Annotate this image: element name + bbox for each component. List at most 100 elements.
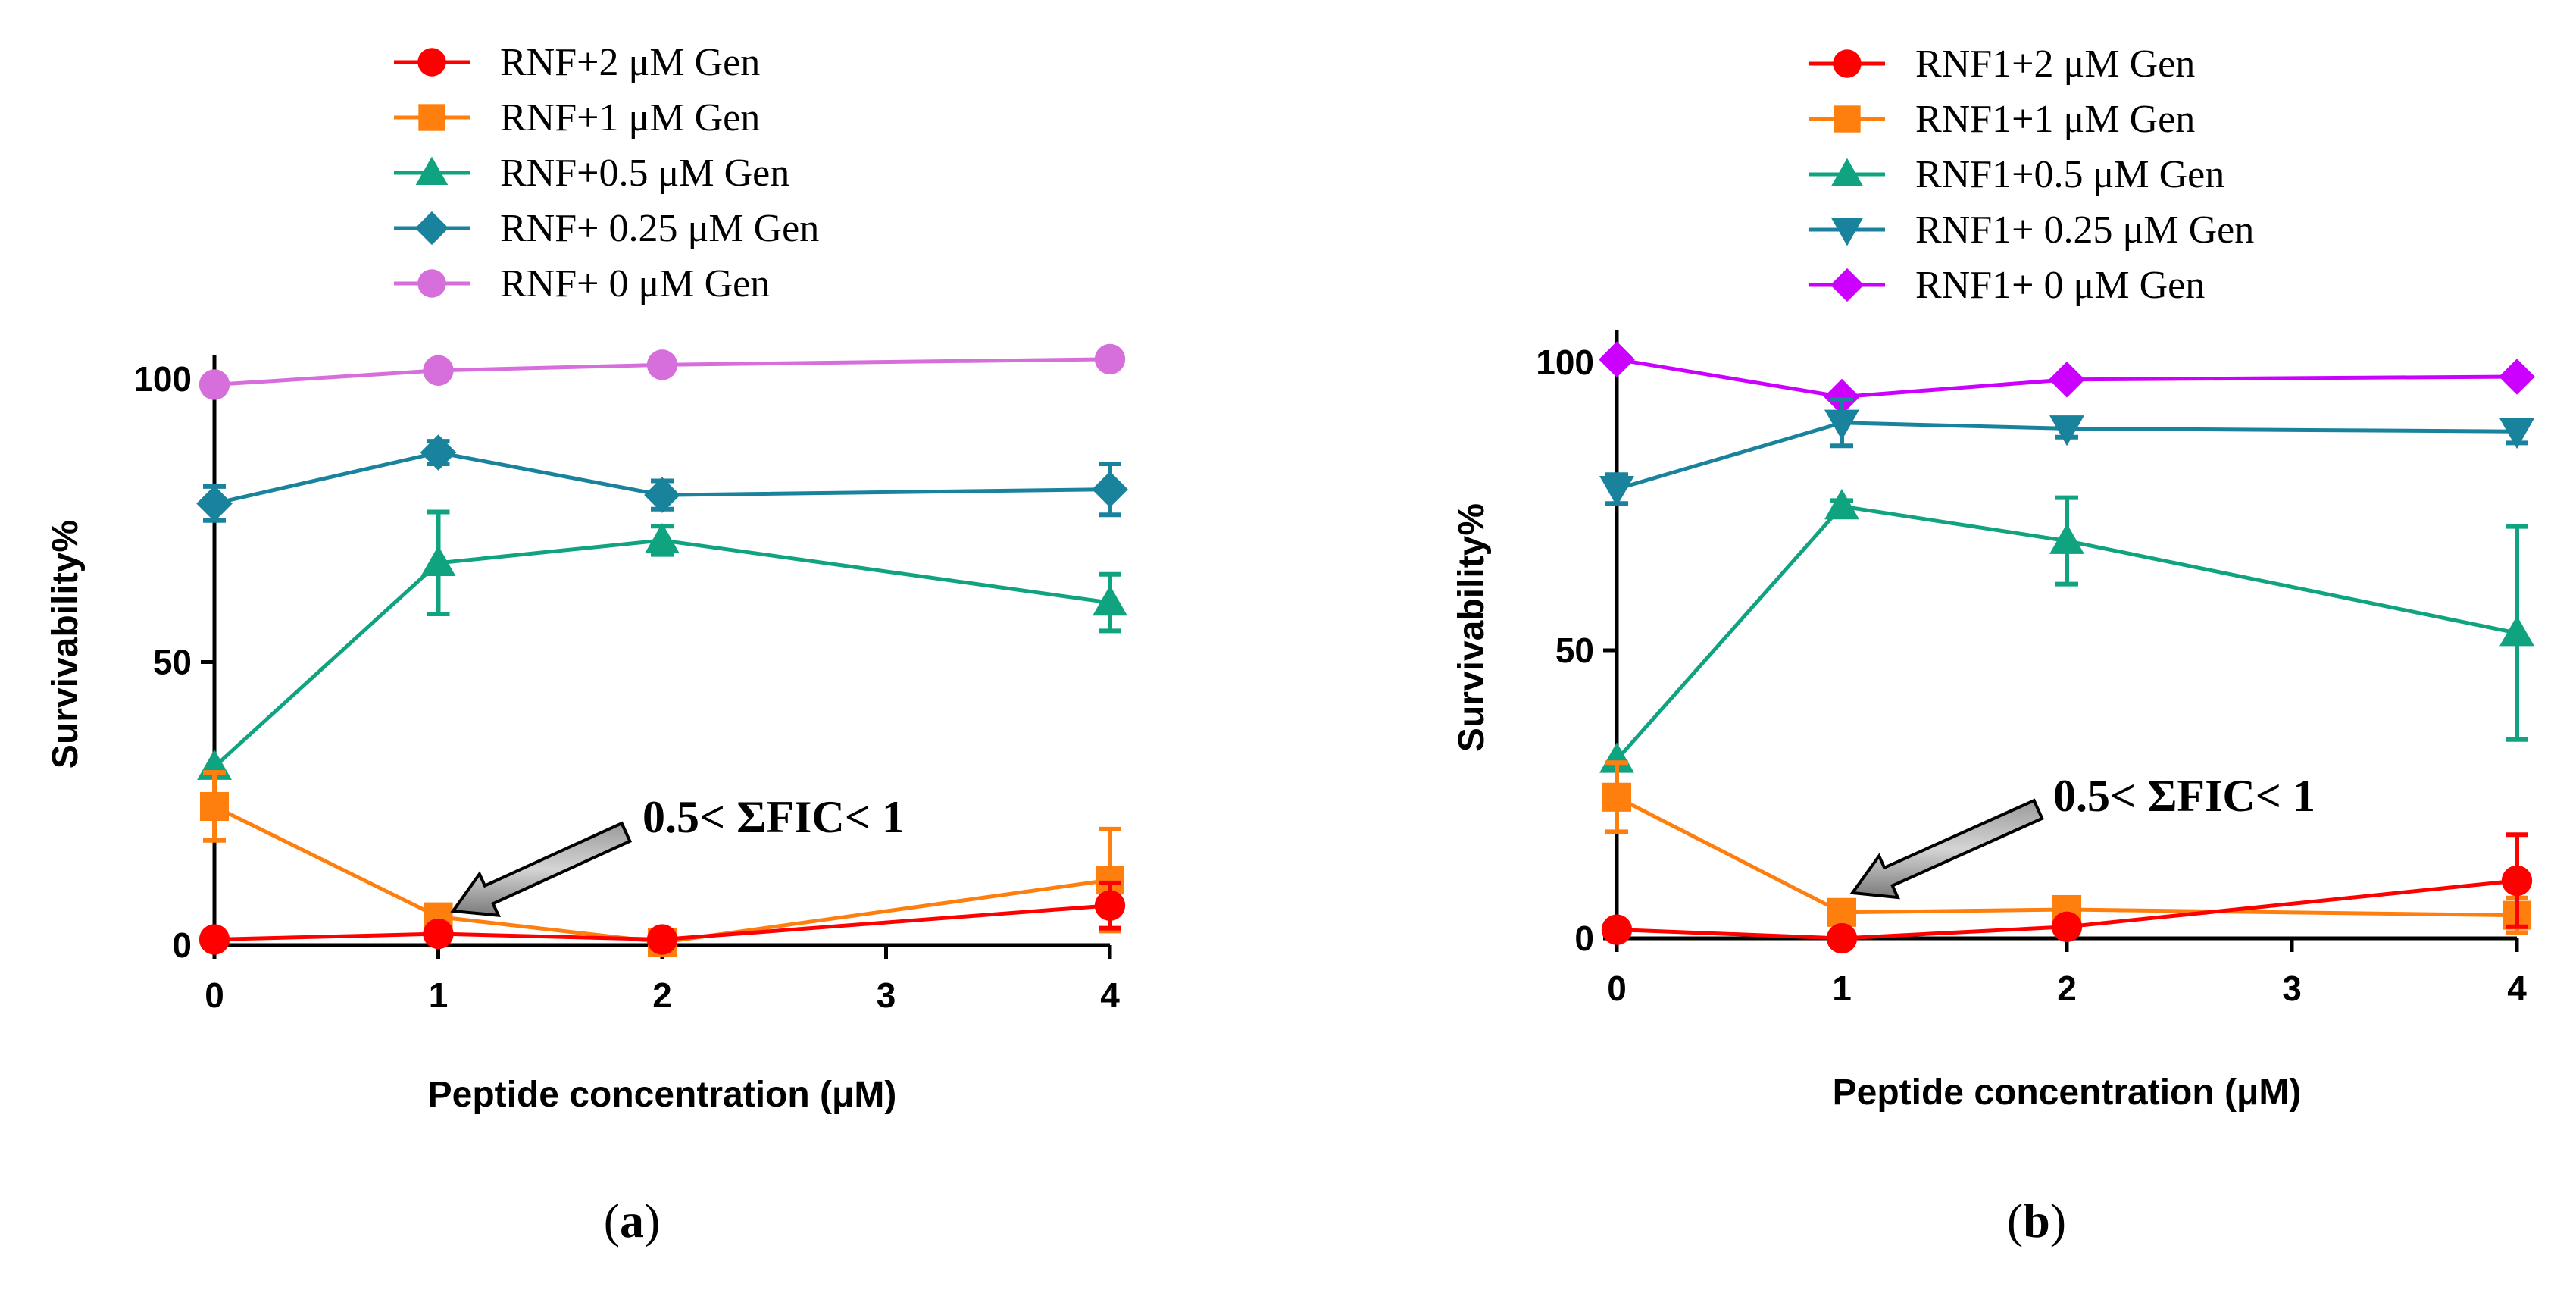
legend-label: RNF1+ 0 μM Gen (1915, 264, 2205, 307)
legend-entry: RNF1+1 μM Gen (1809, 98, 2195, 141)
data-point (1599, 341, 1635, 377)
y-axis-title: Survivability% (1452, 503, 1492, 752)
legend-marker (1834, 105, 1861, 133)
panel-b: 0 50 100 0 1 2 3 4 Peptide concentration (μM) Sur… (1452, 42, 2535, 1248)
legend-entry: RNF+ 0 μM Gen (394, 262, 770, 305)
legend-marker (1830, 268, 1865, 302)
legend-entry: RNF+2 μM Gen (394, 41, 760, 84)
data-point (646, 349, 678, 380)
legend-entry: RNF1+0.5 μM Gen (1809, 153, 2224, 196)
annotation-label: 0.5< ΣFIC< 1 (642, 792, 905, 842)
data-point (1093, 585, 1127, 616)
data-point (423, 355, 454, 386)
data-point (1602, 782, 1632, 812)
legend-entry: RNF1+2 μM Gen (1809, 42, 2195, 86)
legend-marker (418, 104, 445, 131)
data-point (2049, 362, 2085, 398)
legend-marker (417, 48, 446, 77)
legend-label: RNF+1 μM Gen (500, 96, 760, 139)
data-point (2499, 359, 2535, 395)
legend-entry: RNF+0.5 μM Gen (394, 152, 789, 195)
panel-a: 0 50 100 0 1 2 3 4 Peptide concentration (μM) Sur… (45, 41, 1128, 1248)
legend-label: RNF+2 μM Gen (500, 41, 760, 84)
data-point (2049, 523, 2084, 554)
data-point (2501, 865, 2533, 897)
legend-label: RNF1+2 μM Gen (1915, 42, 2195, 86)
data-point (2049, 415, 2084, 446)
data-point (1824, 409, 1859, 440)
series-line (1616, 878, 2518, 941)
series-line (1616, 357, 2518, 399)
panel-label: (a) (604, 1194, 661, 1248)
data-point (1824, 489, 1859, 520)
legend-marker (1833, 49, 1862, 78)
x-tick-label: 3 (877, 975, 896, 1015)
legend-label: RNF+0.5 μM Gen (500, 152, 789, 195)
data-point (420, 545, 456, 576)
annotation-label: 0.5< ΣFIC< 1 (2053, 771, 2315, 821)
legend-label: RNF+ 0 μM Gen (500, 262, 770, 305)
data-point (196, 485, 233, 522)
data-point (199, 924, 230, 955)
x-tick-label: 1 (429, 975, 449, 1015)
series-line (214, 357, 1111, 387)
data-point (1092, 471, 1128, 508)
series-line (1615, 795, 2518, 918)
legend-entry: RNF1+ 0 μM Gen (1809, 264, 2205, 307)
data-point (423, 918, 454, 950)
series-RNF1+ 0.25 μM Gen (1599, 397, 2534, 507)
data-point (1599, 742, 1634, 773)
panel-label-paren-open: ( (2007, 1194, 2023, 1248)
x-tick-label: 0 (1607, 969, 1627, 1008)
data-point (1824, 378, 1860, 415)
data-point (2499, 418, 2534, 449)
panel-label-paren-close: ) (2050, 1194, 2066, 1248)
data-point (420, 434, 457, 471)
y-tick-label: 50 (153, 643, 192, 682)
series-RNF+ 0 μM Gen (199, 343, 1126, 400)
y-tick-label: 0 (172, 925, 192, 965)
x-axis-title: Peptide concentration (μM) (1833, 1072, 2302, 1113)
legend-label: RNF1+ 0.25 μM Gen (1915, 208, 2254, 252)
data-point (199, 369, 230, 400)
series-line (1615, 504, 2518, 762)
data-point (1826, 922, 1858, 954)
series-line (214, 450, 1111, 506)
y-tick-label: 0 (1574, 919, 1594, 958)
x-tick-label: 2 (2057, 969, 2077, 1008)
data-point (1094, 890, 1126, 921)
legend-entry: RNF+1 μM Gen (394, 96, 760, 139)
series-RNF1+0.5 μM Gen (1599, 489, 2534, 773)
y-tick-label: 100 (1536, 343, 1594, 382)
y-tick-label: 100 (133, 359, 192, 399)
series-line (213, 538, 1111, 769)
series-line (1616, 421, 2518, 491)
series-RNF+0.5 μM Gen (197, 509, 1127, 780)
panel-label: (b) (2007, 1194, 2066, 1248)
x-tick-label: 4 (2507, 969, 2527, 1008)
legend-marker (414, 211, 449, 246)
x-tick-label: 2 (652, 975, 672, 1015)
legend-marker (417, 269, 446, 298)
x-tick-label: 4 (1100, 975, 1120, 1015)
series-RNF+2 μM Gen (199, 880, 1126, 955)
data-point (1094, 343, 1126, 375)
x-tick-label: 1 (1832, 969, 1852, 1008)
data-point (1601, 914, 1633, 945)
data-point (1827, 897, 1857, 927)
panel-label-letter: b (2023, 1194, 2050, 1248)
legend-entry: RNF1+ 0.25 μM Gen (1809, 208, 2254, 252)
x-tick-label: 0 (205, 975, 224, 1015)
legend-marker (1830, 218, 1864, 246)
x-axis-title: Peptide concentration (μM) (428, 1075, 897, 1115)
legend-marker (1830, 158, 1864, 186)
series-RNF+ 0.25 μM Gen (196, 434, 1128, 523)
x-tick-label: 3 (2282, 969, 2302, 1008)
series-RNF1+ 0 μM Gen (1599, 341, 2535, 415)
annotation-arrow (1849, 798, 2044, 900)
data-point (1599, 475, 1634, 507)
y-axis-title: Survivability% (45, 520, 86, 769)
legend-entry: RNF+ 0.25 μM Gen (394, 207, 819, 250)
